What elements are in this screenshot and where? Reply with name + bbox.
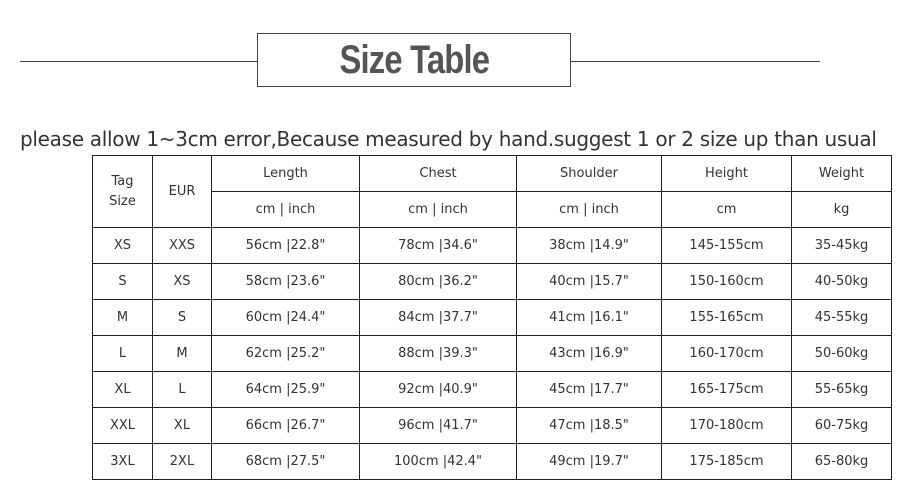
cell-tag-size: XXL [92, 407, 153, 444]
title-box: Size Table [257, 33, 571, 87]
page-title: Size Table [339, 37, 490, 82]
cell-weight: 55-65kg [791, 371, 892, 408]
cell-shoulder: 40cm |15.7" [516, 263, 662, 300]
header-chest: Chest [359, 155, 517, 192]
header-shoulder: Shoulder [516, 155, 662, 192]
cell-tag-size: M [92, 299, 153, 336]
header-eur: EUR [152, 155, 212, 228]
table-row: 3XL 2XL 68cm |27.5" 100cm |42.4" 49cm |19.7"… [92, 443, 892, 480]
cell-chest: 80cm |36.2" [359, 263, 517, 300]
cell-length: 66cm |26.7" [211, 407, 360, 444]
cell-chest: 96cm |41.7" [359, 407, 517, 444]
cell-weight: 40-50kg [791, 263, 892, 300]
cell-eur: XS [152, 263, 212, 300]
table-row: L M 62cm |25.2" 88cm |39.3" 43cm |16.9" 160-1… [92, 335, 892, 372]
cell-shoulder: 41cm |16.1" [516, 299, 662, 336]
cell-chest: 92cm |40.9" [359, 371, 517, 408]
header-height: Height [661, 155, 792, 192]
cell-weight: 45-55kg [791, 299, 892, 336]
title-rule-left [20, 61, 257, 62]
unit-height: cm [661, 191, 792, 228]
cell-shoulder: 45cm |17.7" [516, 371, 662, 408]
cell-chest: 100cm |42.4" [359, 443, 517, 480]
cell-chest: 78cm |34.6" [359, 227, 517, 264]
header-weight: Weight [791, 155, 892, 192]
title-rule-right [571, 61, 820, 62]
table-row: XL L 64cm |25.9" 92cm |40.9" 45cm |17.7" 165-… [92, 371, 892, 408]
cell-tag-size: 3XL [92, 443, 153, 480]
cell-shoulder: 38cm |14.9" [516, 227, 662, 264]
cell-eur: 2XL [152, 443, 212, 480]
table-row: XXL XL 66cm |26.7" 96cm |41.7" 47cm |18.5" 17… [92, 407, 892, 444]
header-length: Length [211, 155, 360, 192]
cell-length: 56cm |22.8" [211, 227, 360, 264]
size-table: Tag Size EUR Length Chest Shoulder Heigh… [92, 155, 892, 480]
unit-chest: cm | inch [359, 191, 517, 228]
cell-height: 160-170cm [661, 335, 792, 372]
table-row: XS XXS 56cm |22.8" 78cm |34.6" 38cm |14.9" 14… [92, 227, 892, 264]
cell-eur: XXS [152, 227, 212, 264]
cell-length: 62cm |25.2" [211, 335, 360, 372]
unit-weight: kg [791, 191, 892, 228]
cell-tag-size: XL [92, 371, 153, 408]
cell-length: 64cm |25.9" [211, 371, 360, 408]
cell-chest: 84cm |37.7" [359, 299, 517, 336]
cell-eur: M [152, 335, 212, 372]
cell-height: 175-185cm [661, 443, 792, 480]
cell-length: 68cm |27.5" [211, 443, 360, 480]
cell-shoulder: 49cm |19.7" [516, 443, 662, 480]
cell-height: 155-165cm [661, 299, 792, 336]
cell-tag-size: S [92, 263, 153, 300]
cell-tag-size: L [92, 335, 153, 372]
cell-height: 145-155cm [661, 227, 792, 264]
cell-weight: 35-45kg [791, 227, 892, 264]
unit-shoulder: cm | inch [516, 191, 662, 228]
cell-length: 58cm |23.6" [211, 263, 360, 300]
units-row: cm | inch cm | inch cm | inch cm kg [93, 191, 892, 228]
cell-height: 165-175cm [661, 371, 792, 408]
header-tag-size: Tag Size [92, 155, 153, 228]
cell-weight: 65-80kg [791, 443, 892, 480]
cell-shoulder: 47cm |18.5" [516, 407, 662, 444]
cell-eur: XL [152, 407, 212, 444]
cell-weight: 60-75kg [791, 407, 892, 444]
cell-eur: L [152, 371, 212, 408]
header-row: Tag Size EUR Length Chest Shoulder Heigh… [92, 155, 892, 228]
cell-tag-size: XS [92, 227, 153, 264]
cell-shoulder: 43cm |16.9" [516, 335, 662, 372]
table-row: M S 60cm |24.4" 84cm |37.7" 41cm |16.1" 155-1… [92, 299, 892, 336]
cell-weight: 50-60kg [791, 335, 892, 372]
cell-length: 60cm |24.4" [211, 299, 360, 336]
cell-height: 150-160cm [661, 263, 792, 300]
cell-chest: 88cm |39.3" [359, 335, 517, 372]
cell-height: 170-180cm [661, 407, 792, 444]
unit-length: cm | inch [211, 191, 360, 228]
table-row: S XS 58cm |23.6" 80cm |36.2" 40cm |15.7" 150-… [92, 263, 892, 300]
cell-eur: S [152, 299, 212, 336]
size-note: please allow 1~3cm error,Because measure… [20, 127, 877, 151]
